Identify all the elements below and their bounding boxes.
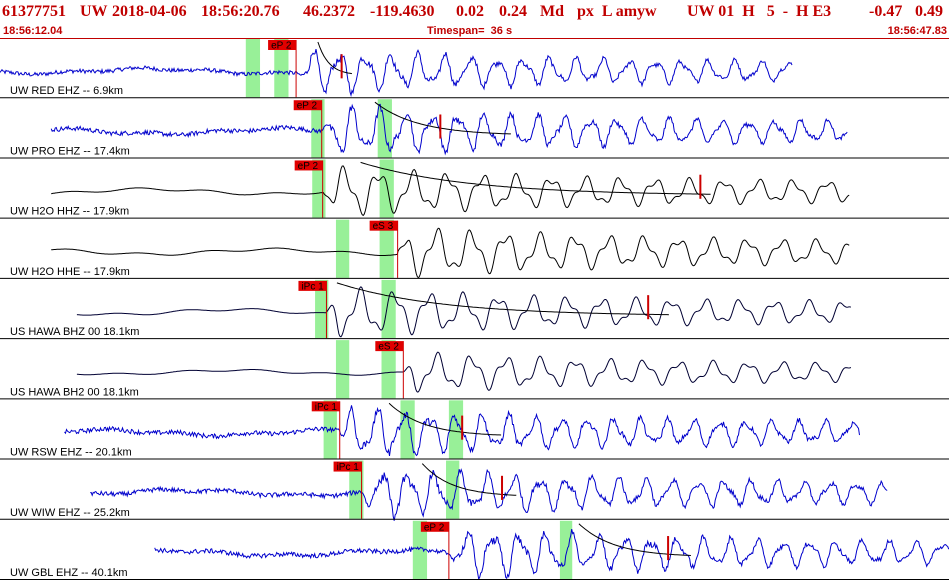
phase-pick-label: eS 2 [378, 342, 399, 353]
station-label: UW RSW EHZ -- 20.1km [10, 447, 132, 459]
time-window-band [446, 460, 460, 519]
end-time: 18:56:47.83 [887, 25, 947, 37]
trace-row[interactable]: iPc 1 US HAWA BHZ 00 18.1km [0, 279, 949, 340]
coda-decay-curve [336, 282, 669, 316]
phase-pick-box [298, 280, 327, 291]
time-window-band [381, 279, 396, 339]
coda-decay-curve [421, 463, 517, 496]
network-code: UW [80, 3, 108, 20]
trace-row[interactable]: eP 2 UW PRO EHZ -- 17.4km [0, 99, 949, 159]
time-window-band [335, 219, 350, 278]
phase-pick-label: eP 2 [298, 161, 319, 172]
start-time: 18:56:12.04 [3, 25, 63, 37]
trace-row[interactable]: iPc 1 UW WIW EHZ -- 25.2km [0, 460, 949, 521]
waveform-trace [90, 468, 888, 521]
waveform-trace [76, 286, 851, 338]
time-window-band [448, 400, 464, 459]
residual-b: 0.49 [915, 3, 943, 20]
phase-pick-box [420, 521, 449, 532]
time-window-band [400, 400, 415, 459]
event-header: 61377751 UW 2018-04-06 18:56:20.76 46.23… [0, 0, 949, 38]
event-depth: 0.02 [456, 3, 484, 20]
coda-decay-curve [388, 402, 502, 436]
waveform-trace [154, 528, 949, 580]
trace-row[interactable]: eS 2 US HAWA BH2 00 18.1km [0, 340, 949, 400]
station-label: UW H2O HHZ -- 17.9km [10, 206, 129, 218]
trace-row[interactable]: eP 2 UW H2O HHZ -- 17.9km [0, 159, 949, 219]
seismogram-panel[interactable]: eP 2 UW RED EHZ -- 6.9km eP 2 UW PRO EHZ --… [0, 38, 949, 580]
event-longitude: -119.4630 [370, 3, 435, 20]
phase-pick-box [268, 40, 297, 50]
time-window-band [379, 219, 394, 278]
time-window-band [412, 520, 428, 579]
event-date: 2018-04-06 [112, 3, 187, 20]
event-time: 18:56:20.76 [201, 3, 280, 20]
trace-row[interactable]: eP 2 UW RED EHZ -- 6.9km [0, 39, 949, 99]
phase-pick-label: iPc 1 [315, 402, 338, 413]
phase-pick-label: eP 2 [424, 522, 445, 533]
trace-row[interactable]: eS 3 UW H2O HHE -- 17.9km [0, 219, 949, 279]
coda-decay-curve [374, 101, 511, 135]
trace-row[interactable]: eP 2 UW GBL EHZ -- 40.1km [0, 520, 949, 580]
event-latitude: 46.2372 [303, 3, 355, 20]
phase-pick-box [369, 220, 398, 231]
coda-decay-curve [317, 41, 352, 75]
phase-pick-box [294, 160, 323, 171]
station-label: UW GBL EHZ -- 40.1km [10, 567, 128, 579]
event-id: 61377751 [2, 3, 66, 20]
coda-decay-curve [578, 523, 691, 556]
station-label: UW WIW EHZ -- 25.2km [10, 507, 130, 519]
phase-pick-label: iPc 1 [337, 462, 360, 473]
station-label: US HAWA BHZ 00 18.1km [10, 326, 139, 338]
time-window-band [315, 279, 329, 339]
residual-a: -0.47 [869, 3, 903, 20]
phase-pick-label: iPc 1 [301, 281, 324, 292]
time-window-band [381, 340, 396, 399]
phase-pick-label: eP 2 [297, 101, 318, 112]
station-label: UW RED EHZ -- 6.9km [10, 85, 123, 97]
event-magnitude: 0.24 [499, 3, 527, 20]
waveform-trace [0, 48, 793, 98]
time-axis-line: 18:56:12.04 Timespan= 36 s 18:56:47.83 [0, 25, 949, 38]
phase-pick-box [375, 341, 404, 352]
phase-pick-label: eS 3 [373, 221, 394, 232]
station-label: UW H2O HHE -- 17.9km [10, 266, 130, 278]
waveform-trace [51, 227, 850, 279]
phase-pick-box [333, 461, 362, 472]
phase-pick-box [311, 401, 340, 412]
trace-row[interactable]: iPc 1 UW RSW EHZ -- 20.1km [0, 400, 949, 460]
time-window-band [559, 520, 573, 579]
waveform-trace [76, 351, 852, 393]
quality-codes: px L amyw [577, 3, 657, 20]
waveform-trace [50, 103, 848, 156]
magnitude-type: Md [540, 3, 564, 20]
station-label: UW PRO EHZ -- 17.4km [10, 145, 130, 157]
coda-decay-curve [360, 161, 711, 195]
timespan: Timespan= 36 s [427, 25, 513, 37]
waveform-trace [51, 165, 850, 217]
station-label: US HAWA BH2 00 18.1km [10, 386, 139, 398]
station-info: UW 01 H 5 - H E3 [687, 3, 832, 20]
event-summary-line: 61377751 UW 2018-04-06 18:56:20.76 46.23… [0, 2, 949, 22]
phase-pick-label: eP 2 [271, 41, 292, 52]
time-window-band [349, 460, 364, 519]
time-window-band [245, 39, 261, 98]
phase-pick-box [293, 100, 322, 111]
time-window-band [274, 39, 289, 98]
time-window-band [335, 340, 350, 399]
